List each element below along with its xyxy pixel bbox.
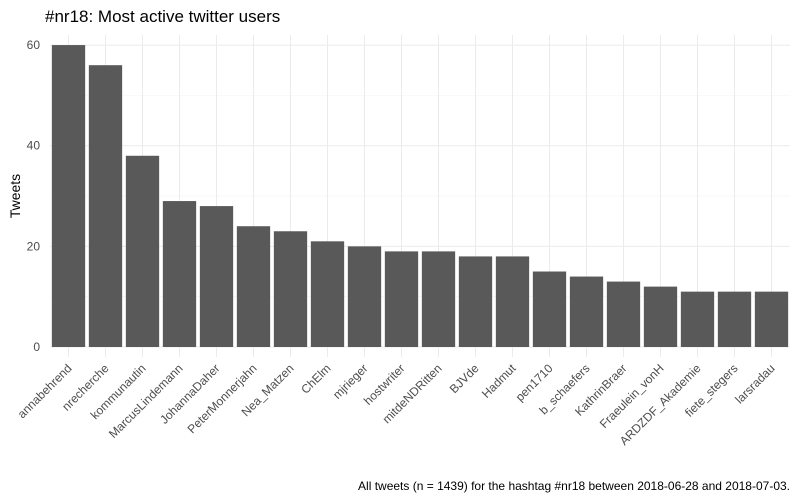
bar-JohannaDaher: [199, 206, 234, 347]
bar-annabehrend: [51, 45, 86, 348]
y-tick-label: 60: [27, 38, 41, 52]
bar-pen1710: [532, 271, 567, 347]
bar-fiete_stegers: [717, 291, 752, 347]
bar-KathrinBraer: [606, 281, 641, 347]
bar-larsradau: [754, 291, 789, 347]
bar-BJVde: [458, 256, 493, 347]
y-tick-labels: 0 20 40 60: [27, 38, 41, 354]
x-tick-labels: annabehrendnrecherchekommunautinMarcusLi…: [15, 361, 778, 448]
bar-ARDZDF_Akademie: [680, 291, 715, 347]
bar-MarcusLindemann: [162, 201, 197, 347]
chart-title: #nr18: Most active twitter users: [45, 7, 280, 26]
bar-hostwriter: [384, 251, 419, 347]
y-tick-label: 20: [27, 239, 41, 253]
y-axis-title: Tweets: [7, 174, 23, 218]
bars: [51, 45, 789, 348]
x-tick-label: ChElm: [298, 361, 333, 396]
bar-mjrieger: [347, 246, 382, 347]
chart-caption: All tweets (n = 1439) for the hashtag #n…: [358, 479, 790, 493]
x-tick-label: BJVde: [447, 361, 482, 396]
x-tick-label: Fraeulein_vonH: [597, 361, 667, 431]
bar-Fraeulein_vonH: [643, 286, 678, 347]
bar-Nea_Matzen: [273, 231, 308, 347]
grid-lines: [50, 35, 790, 357]
bar-ChElm: [310, 241, 345, 347]
y-tick-label: 0: [33, 340, 40, 354]
y-tick-label: 40: [27, 139, 41, 153]
bar-Hadmut: [495, 256, 530, 347]
bar-b_schaefers: [569, 276, 604, 347]
bar-PeterMonnerjahn: [236, 226, 271, 347]
x-tick-label: annabehrend: [15, 361, 75, 421]
bar-kommunautin: [125, 155, 160, 347]
x-tick-label: larsradau: [732, 361, 777, 406]
bar-mitdeNDRitten: [421, 251, 456, 347]
bar-nrecherche: [88, 65, 123, 348]
